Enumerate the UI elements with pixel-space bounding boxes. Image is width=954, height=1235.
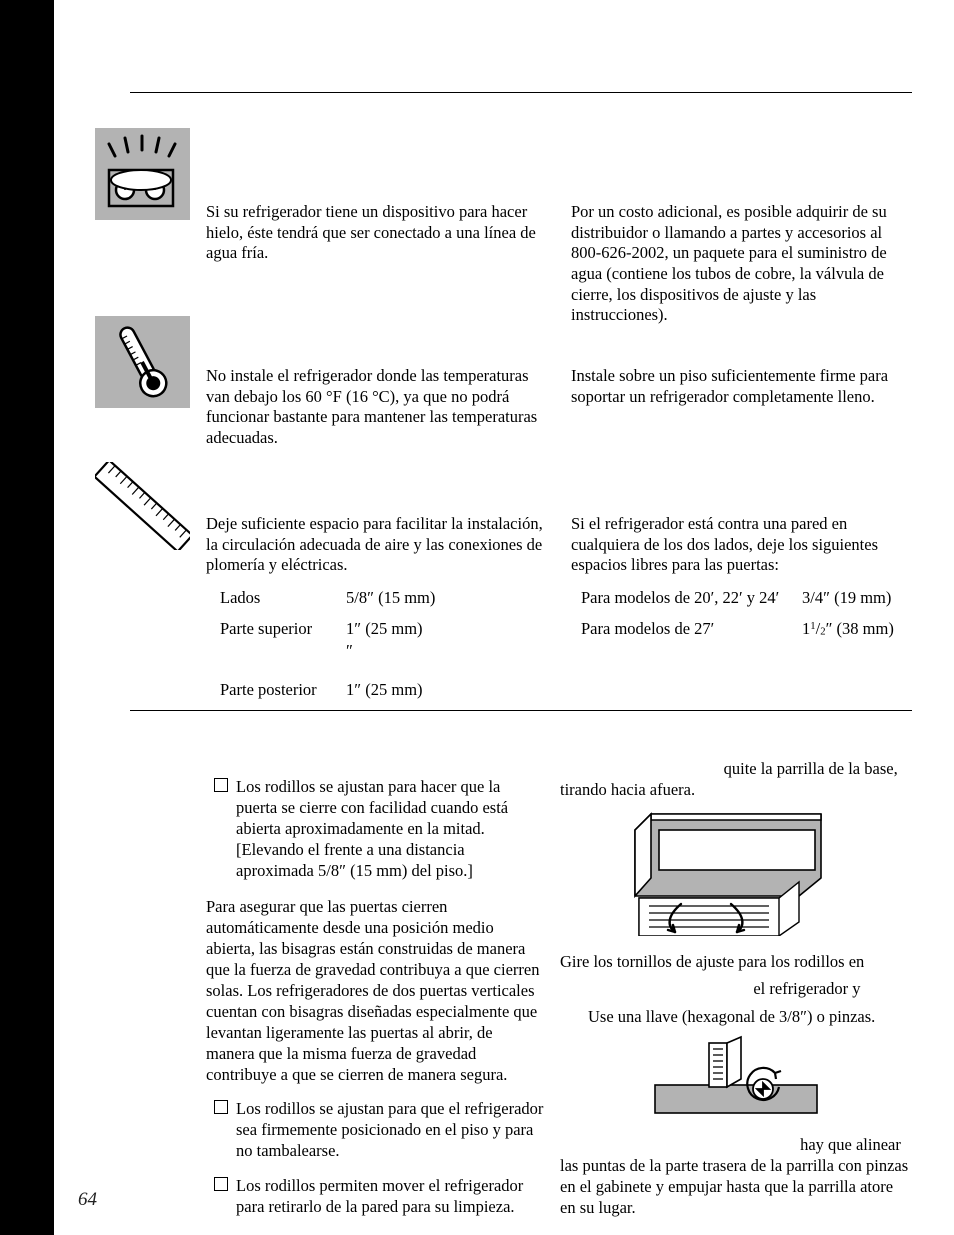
check-text: Los rodillos se ajustan para hacer que l… [236, 776, 544, 882]
table-row: Parte posterior 1″ (25 mm) [206, 680, 547, 701]
rollers-step2a: Gire los tornillos de ajuste para los ro… [560, 951, 912, 972]
clearance-right-table: Para modelos de 20′, 22′ y 24′ 3/4″ (19 … [571, 588, 912, 639]
cell-value: 11/2″ (38 mm) [802, 619, 912, 640]
ruler-icon [95, 462, 190, 550]
table-row: Para modelos de 27′ 11/2″ (38 mm) [571, 619, 912, 640]
check-item: Los rodillos permiten mover el refrigera… [206, 1175, 544, 1217]
divider-mid [130, 710, 912, 711]
clearance-left-table: Lados 5/8″ (15 mm) Parte superior 1″ (25… [206, 588, 547, 701]
temp-section: No instale el refrigerador donde las tem… [206, 366, 912, 449]
cell-value: ″ [346, 641, 547, 662]
left-sidebar-black [0, 0, 54, 1235]
check-item: Los rodillos se ajustan para hacer que l… [206, 776, 544, 882]
rollers-step3: Para reinstalar la parrilla de la base, … [560, 1134, 912, 1218]
cell-label [206, 641, 346, 662]
check-text: Los rodillos se ajustan para que el refr… [236, 1098, 544, 1161]
table-row: Para modelos de 20′, 22′ y 24′ 3/4″ (19 … [571, 588, 912, 609]
rollers-paragraph: Para asegurar que las puertas cierren au… [206, 896, 544, 1086]
roller-screw-figure [560, 1033, 912, 1124]
water-section: Si su refrigerador tiene un dispositivo … [206, 202, 912, 326]
checkbox-icon [214, 1177, 228, 1191]
cell-label: Para modelos de 27′ [571, 619, 802, 640]
check-item: Los rodillos se ajustan para que el refr… [206, 1098, 544, 1161]
cell-label: Parte superior [206, 619, 346, 640]
cell-label: Lados [206, 588, 346, 609]
cell-value: 3/4″ (19 mm) [802, 588, 912, 609]
clearance-right-intro: Si el refrigerador está contra una pared… [571, 514, 912, 576]
rollers-left-col: Los rodillos se ajustan para hacer que l… [206, 776, 544, 1231]
water-right-text: Por un costo adicional, es posible adqui… [571, 202, 912, 326]
cell-label: Parte posterior [206, 680, 346, 701]
clearance-left: Deje suficiente espacio para facilitar l… [206, 514, 547, 710]
rollers-right-col: Para ajustar los rodillos, quite la parr… [560, 758, 912, 1224]
check-text: Los rodillos permiten mover el refrigera… [236, 1175, 544, 1217]
checkbox-icon [214, 1100, 228, 1114]
cell-label: Para modelos de 20′, 22′ y 24′ [571, 588, 802, 609]
base-grille-figure [560, 806, 912, 941]
temp-left-text: No instale el refrigerador donde las tem… [206, 366, 547, 449]
temp-right-text: Instale sobre un piso suficientemente fi… [571, 366, 912, 449]
cell-value: 5/8″ (15 mm) [346, 588, 547, 609]
table-row: Lados 5/8″ (15 mm) [206, 588, 547, 609]
page-number: 64 [78, 1189, 97, 1211]
cell-value: 1″ (25 mm) [346, 619, 547, 640]
table-row: ″ [206, 641, 547, 662]
rollers-step2c: Use una llave (hexagonal de 3/8″) o pinz… [560, 1006, 912, 1027]
table-row: Parte superior 1″ (25 mm) [206, 619, 547, 640]
checkbox-icon [214, 778, 228, 792]
rollers-step1: Para ajustar los rodillos, quite la parr… [560, 758, 912, 800]
clearance-left-intro: Deje suficiente espacio para facilitar l… [206, 514, 547, 576]
thermometer-icon [95, 316, 190, 408]
water-left-text: Si su refrigerador tiene un dispositivo … [206, 202, 547, 326]
rollers-step2b: sentido horario para levantar el refrige… [560, 978, 912, 999]
clearance-right: Si el refrigerador está contra una pared… [571, 514, 912, 710]
divider-top [130, 92, 912, 93]
cell-value: 1″ (25 mm) [346, 680, 547, 701]
water-supply-icon [95, 128, 190, 220]
clearance-section: Deje suficiente espacio para facilitar l… [206, 514, 912, 710]
